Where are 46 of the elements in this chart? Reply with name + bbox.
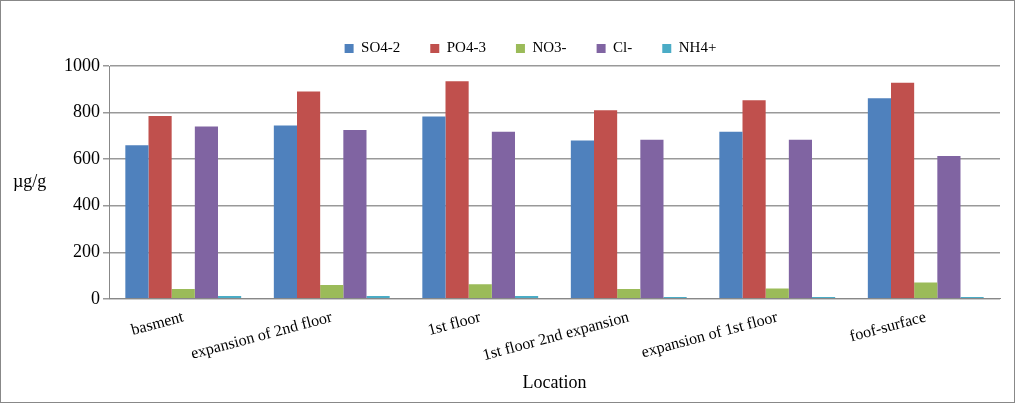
bar	[148, 116, 172, 299]
legend-label: NH4+	[678, 39, 717, 56]
bar	[570, 140, 594, 299]
bar	[617, 289, 641, 299]
y-tick-label: 400	[73, 194, 100, 215]
y-axis-title: µg/g	[13, 171, 47, 192]
bar	[515, 296, 539, 299]
legend-label: PO4-3	[446, 39, 486, 56]
bar	[788, 139, 812, 299]
y-tick-label: 0	[91, 287, 100, 308]
bar	[366, 296, 390, 299]
bar	[468, 284, 492, 299]
bar	[914, 282, 938, 299]
bar	[194, 126, 218, 299]
bar	[867, 98, 891, 299]
bar	[765, 288, 789, 299]
legend-label: SO4-2	[361, 39, 401, 56]
bar	[218, 296, 242, 299]
bar	[891, 82, 915, 299]
bar	[445, 81, 469, 299]
bar	[273, 125, 297, 299]
bar	[594, 110, 618, 299]
bar	[171, 289, 195, 299]
x-tick-label: expansion of 1st floor	[639, 307, 781, 362]
y-tick-label: 200	[73, 241, 100, 262]
bar	[491, 131, 515, 299]
bar	[937, 156, 961, 299]
x-tick-label: expansion of 2nd floor	[188, 307, 335, 363]
bar	[297, 91, 321, 299]
y-tick-label: 1000	[64, 54, 100, 75]
x-tick-label: basment	[129, 307, 186, 338]
legend-label: NO3-	[532, 39, 567, 56]
legend-label: Cl-	[613, 39, 633, 56]
bar	[320, 284, 344, 299]
x-tick-label: 1st floor	[425, 307, 483, 339]
x-tick-label: 1st floor 2nd expansion	[480, 307, 631, 365]
x-axis-title: Location	[522, 371, 587, 392]
bar	[422, 116, 446, 299]
x-tick-label: foof-surface	[847, 307, 928, 345]
y-tick-label: 600	[73, 147, 100, 168]
bar	[640, 139, 664, 299]
bar	[719, 131, 743, 299]
y-tick-label: 800	[73, 101, 100, 122]
bar	[742, 100, 766, 299]
bar	[343, 130, 367, 299]
bar	[125, 145, 149, 299]
